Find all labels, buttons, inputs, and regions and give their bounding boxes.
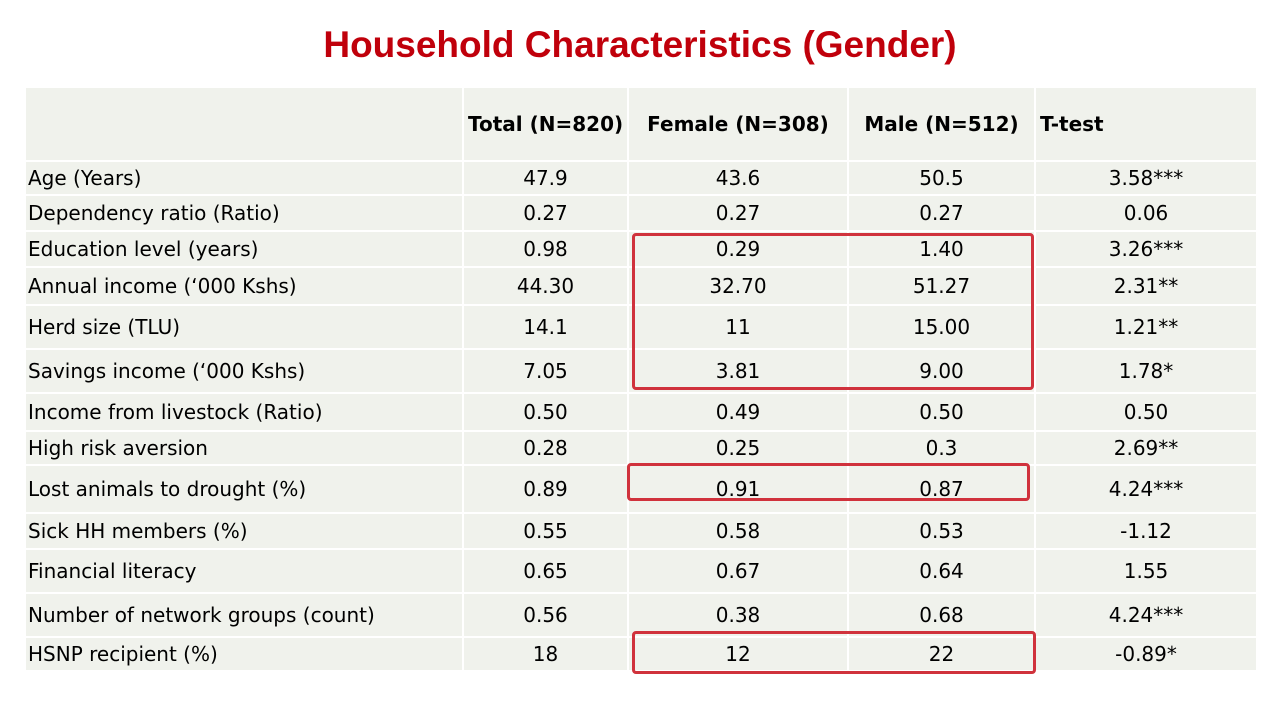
t-test-value: -1.12 bbox=[1034, 512, 1258, 550]
female-value: 0.67 bbox=[627, 548, 849, 594]
highlight-box-lost-animals bbox=[627, 463, 1030, 501]
row-label: Dependency ratio (Ratio) bbox=[24, 194, 464, 232]
table-row: Education level (years) 0.98 0.29 1.40 3.26*… bbox=[24, 230, 1258, 268]
t-test-value: 2.69** bbox=[1034, 430, 1258, 466]
male-value: 0.53 bbox=[847, 512, 1036, 550]
row-label: Number of network groups (count) bbox=[24, 592, 464, 638]
total-value: 0.98 bbox=[462, 230, 629, 268]
female-value: 0.49 bbox=[627, 392, 849, 432]
table-row: Savings income (‘000 Kshs) 7.05 3.81 9.00 1.… bbox=[24, 348, 1258, 394]
table-row: Number of network groups (count) 0.56 0.38… bbox=[24, 592, 1258, 638]
total-value: 14.1 bbox=[462, 304, 629, 350]
header-total: Total (N=820) bbox=[462, 86, 629, 162]
total-value: 44.30 bbox=[462, 266, 629, 306]
t-test-value: -0.89* bbox=[1034, 636, 1258, 672]
total-value: 7.05 bbox=[462, 348, 629, 394]
male-value: 51.27 bbox=[847, 266, 1036, 306]
total-value: 0.28 bbox=[462, 430, 629, 466]
header-female: Female (N=308) bbox=[627, 86, 849, 162]
male-value: 1.40 bbox=[847, 230, 1036, 268]
table-row: Sick HH members (%) 0.55 0.58 0.53 -1.12 bbox=[24, 512, 1258, 550]
total-value: 47.9 bbox=[462, 160, 629, 196]
male-value: 9.00 bbox=[847, 348, 1036, 394]
female-value: 0.91 bbox=[627, 464, 849, 514]
row-label: High risk aversion bbox=[24, 430, 464, 466]
row-label: Financial literacy bbox=[24, 548, 464, 594]
t-test-value: 2.31** bbox=[1034, 266, 1258, 306]
header-t-test: T-test bbox=[1034, 86, 1258, 162]
row-label: Savings income (‘000 Kshs) bbox=[24, 348, 464, 394]
row-label: HSNP recipient (%) bbox=[24, 636, 464, 672]
female-value: 3.81 bbox=[627, 348, 849, 394]
t-test-value: 0.06 bbox=[1034, 194, 1258, 232]
table-row: Income from livestock (Ratio) 0.50 0.49 0.5… bbox=[24, 392, 1258, 432]
row-label: Sick HH members (%) bbox=[24, 512, 464, 550]
total-value: 0.65 bbox=[462, 548, 629, 594]
table-row: Financial literacy 0.65 0.67 0.64 1.55 bbox=[24, 548, 1258, 594]
t-test-value: 3.58*** bbox=[1034, 160, 1258, 196]
row-label: Age (Years) bbox=[24, 160, 464, 196]
female-value: 0.25 bbox=[627, 430, 849, 466]
male-value: 0.27 bbox=[847, 194, 1036, 232]
total-value: 18 bbox=[462, 636, 629, 672]
t-test-value: 3.26*** bbox=[1034, 230, 1258, 268]
total-value: 0.50 bbox=[462, 392, 629, 432]
t-test-value: 1.78* bbox=[1034, 348, 1258, 394]
table-row: Lost animals to drought (%) 0.89 0.91 0.87 4… bbox=[24, 464, 1258, 514]
female-value: 43.6 bbox=[627, 160, 849, 196]
female-value: 11 bbox=[627, 304, 849, 350]
male-value: 50.5 bbox=[847, 160, 1036, 196]
t-test-value: 1.55 bbox=[1034, 548, 1258, 594]
female-value: 0.27 bbox=[627, 194, 849, 232]
male-value: 0.50 bbox=[847, 392, 1036, 432]
table-row: Annual income (‘000 Kshs) 44.30 32.70 51.27… bbox=[24, 266, 1258, 306]
row-label: Annual income (‘000 Kshs) bbox=[24, 266, 464, 306]
total-value: 0.56 bbox=[462, 592, 629, 638]
household-characteristics-table: Total (N=820) Female (N=308) Male (N=512… bbox=[24, 86, 1258, 672]
slide-title: Household Characteristics (Gender) bbox=[323, 24, 957, 65]
male-value: 15.00 bbox=[847, 304, 1036, 350]
highlight-box-education-savings bbox=[632, 233, 1034, 390]
t-test-value: 0.50 bbox=[1034, 392, 1258, 432]
male-value: 0.64 bbox=[847, 548, 1036, 594]
total-value: 0.55 bbox=[462, 512, 629, 550]
t-test-value: 4.24*** bbox=[1034, 464, 1258, 514]
row-label: Education level (years) bbox=[24, 230, 464, 268]
male-value: 0.3 bbox=[847, 430, 1036, 466]
female-value: 32.70 bbox=[627, 266, 849, 306]
row-label: Herd size (TLU) bbox=[24, 304, 464, 350]
header-male: Male (N=512) bbox=[847, 86, 1036, 162]
male-value: 0.68 bbox=[847, 592, 1036, 638]
female-value: 0.58 bbox=[627, 512, 849, 550]
total-value: 0.89 bbox=[462, 464, 629, 514]
female-value: 0.29 bbox=[627, 230, 849, 268]
highlight-box-hsnp bbox=[632, 631, 1036, 674]
table-row: Dependency ratio (Ratio) 0.27 0.27 0.27 0.06 bbox=[24, 194, 1258, 232]
female-value: 12 bbox=[627, 636, 849, 672]
male-value: 0.87 bbox=[847, 464, 1036, 514]
header-cell bbox=[24, 86, 464, 162]
t-test-value: 1.21** bbox=[1034, 304, 1258, 350]
table-row: Age (Years) 47.9 43.6 50.5 3.58*** bbox=[24, 160, 1258, 196]
t-test-value: 4.24*** bbox=[1034, 592, 1258, 638]
table-row: High risk aversion 0.28 0.25 0.3 2.69** bbox=[24, 430, 1258, 466]
table-row: Herd size (TLU) 14.1 11 15.00 1.21** bbox=[24, 304, 1258, 350]
row-label: Lost animals to drought (%) bbox=[24, 464, 464, 514]
total-value: 0.27 bbox=[462, 194, 629, 232]
row-label: Income from livestock (Ratio) bbox=[24, 392, 464, 432]
table-header-row: Total (N=820) Female (N=308) Male (N=512… bbox=[24, 86, 1258, 162]
female-value: 0.38 bbox=[627, 592, 849, 638]
